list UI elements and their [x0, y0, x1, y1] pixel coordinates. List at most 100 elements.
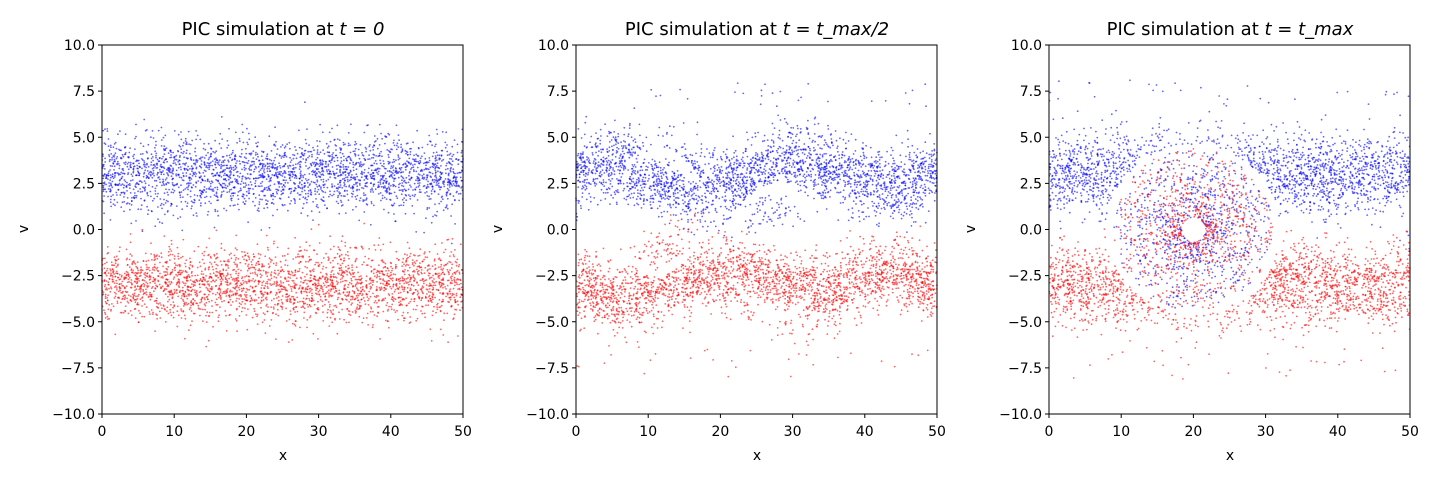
- data-point: [412, 274, 415, 276]
- data-point: [267, 306, 269, 308]
- data-point: [392, 183, 394, 186]
- data-point: [272, 198, 274, 201]
- data-point: [196, 134, 199, 137]
- data-point: [346, 307, 349, 310]
- data-point: [302, 306, 305, 308]
- data-point: [254, 182, 256, 185]
- data-point: [306, 214, 309, 217]
- data-point: [291, 171, 294, 173]
- data-point: [436, 308, 439, 311]
- data-point: [272, 162, 274, 165]
- data-point: [390, 192, 393, 195]
- data-point: [132, 188, 135, 191]
- data-point: [345, 176, 347, 179]
- data-point: [385, 180, 388, 183]
- data-point: [133, 153, 136, 156]
- data-point: [445, 131, 448, 134]
- data-point: [142, 260, 145, 262]
- data-point: [271, 259, 273, 262]
- data-point: [276, 208, 279, 211]
- data-point: [353, 271, 356, 274]
- data-point: [120, 184, 122, 187]
- data-point: [373, 178, 375, 180]
- data-point: [394, 263, 397, 266]
- data-point: [373, 183, 376, 186]
- data-point: [425, 168, 428, 171]
- data-point: [163, 198, 165, 201]
- data-point: [256, 243, 259, 246]
- data-point: [208, 300, 211, 303]
- data-point: [310, 300, 313, 302]
- data-point: [415, 308, 417, 311]
- data-point: [434, 160, 437, 162]
- data-point: [431, 288, 434, 291]
- data-point: [350, 176, 352, 179]
- data-point: [205, 188, 208, 190]
- data-point: [280, 193, 283, 196]
- data-point: [190, 200, 193, 203]
- data-point: [265, 186, 268, 189]
- data-point: [388, 162, 391, 165]
- data-point: [298, 255, 301, 258]
- data-point: [189, 195, 192, 198]
- data-point: [316, 279, 319, 282]
- data-point: [210, 299, 213, 302]
- data-point: [129, 192, 132, 194]
- data-point: [221, 164, 224, 167]
- data-point: [362, 296, 365, 299]
- data-point: [367, 158, 369, 161]
- data-point: [113, 156, 116, 158]
- data-point: [132, 171, 135, 174]
- data-point: [393, 191, 396, 194]
- data-point: [227, 267, 230, 269]
- data-point: [335, 306, 338, 309]
- data-point: [322, 200, 324, 202]
- data-point: [226, 281, 229, 284]
- data-point: [334, 256, 337, 259]
- data-point: [220, 176, 223, 178]
- data-point: [283, 286, 285, 289]
- data-point: [301, 271, 304, 274]
- data-point: [149, 190, 152, 193]
- data-point: [227, 178, 230, 181]
- data-point: [168, 281, 171, 283]
- data-point: [252, 150, 255, 153]
- data-point: [449, 179, 452, 182]
- data-point: [111, 156, 113, 159]
- data-point: [226, 174, 229, 177]
- data-point: [391, 204, 394, 207]
- data-point: [434, 267, 437, 270]
- data-point: [364, 182, 367, 185]
- data-point: [388, 183, 390, 186]
- data-point: [355, 163, 357, 165]
- data-point: [325, 252, 327, 255]
- data-point: [401, 304, 403, 306]
- data-point: [369, 144, 371, 146]
- data-point: [266, 310, 269, 313]
- data-point: [131, 282, 133, 285]
- data-point: [134, 137, 136, 140]
- data-point: [447, 341, 449, 344]
- data-point: [280, 282, 282, 284]
- data-point: [256, 315, 258, 318]
- data-point: [305, 201, 308, 204]
- data-point: [186, 297, 189, 300]
- data-point: [361, 154, 364, 156]
- data-point: [190, 178, 193, 180]
- data-point: [128, 276, 131, 279]
- data-point: [387, 293, 390, 295]
- data-point: [380, 270, 383, 273]
- data-point: [155, 284, 157, 287]
- data-point: [154, 190, 157, 192]
- data-point: [129, 233, 132, 235]
- data-point: [117, 276, 119, 279]
- data-point: [426, 194, 429, 197]
- data-point: [343, 155, 345, 158]
- data-point: [395, 124, 398, 127]
- data-point: [181, 208, 184, 211]
- data-point: [244, 176, 247, 179]
- data-point: [233, 261, 236, 264]
- data-point: [307, 167, 309, 170]
- data-point: [460, 151, 463, 154]
- data-point: [457, 184, 460, 187]
